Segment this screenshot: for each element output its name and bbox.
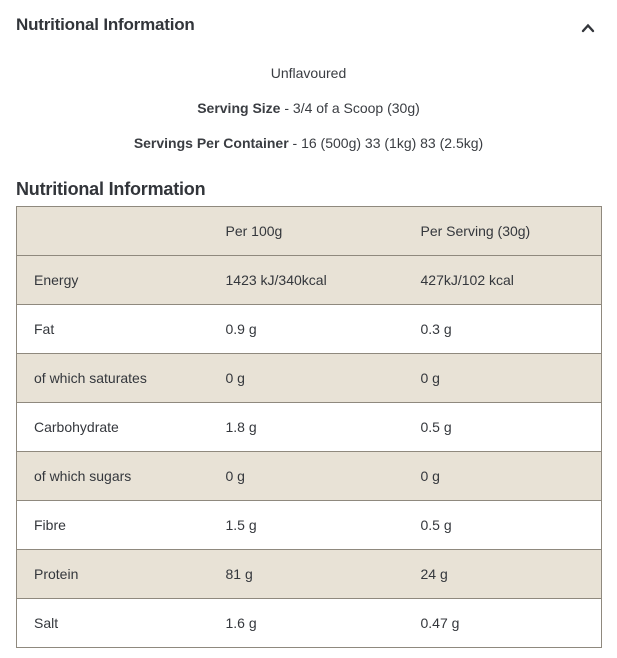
nutritional-information-accordion-header[interactable]: Nutritional Information [0,0,617,35]
row-per-100g: 0.9 g [225,304,421,354]
table-row-fibre: Fibre 1.5 g 0.5 g [16,500,602,550]
row-label: Carbohydrate [16,402,226,452]
row-label: Salt [16,598,226,648]
table-row-sugars: of which sugars 0 g 0 g [16,451,602,501]
row-per-serving: 0.3 g [420,304,602,354]
row-per-100g: 1.6 g [225,598,421,648]
table-row-saturates: of which saturates 0 g 0 g [16,353,602,403]
row-per-serving: 0 g [420,451,602,501]
row-per-serving: 0.5 g [420,402,602,452]
serving-size-value: - 3/4 of a Scoop (30g) [280,100,420,116]
row-per-100g: 1423 kJ/340kcal [225,255,421,305]
row-per-serving: 0 g [420,353,602,403]
row-label: Energy [16,255,226,305]
nutrition-table-title: Nutritional Information [16,179,206,199]
chevron-up-icon[interactable] [581,20,595,33]
row-label: of which saturates [16,353,226,403]
row-per-100g: 0 g [225,451,421,501]
row-per-100g: 1.5 g [225,500,421,550]
row-per-100g: 0 g [225,353,421,403]
row-per-serving: 0.47 g [420,598,602,648]
column-header-blank [16,206,226,256]
serving-size-text: Serving Size - 3/4 of a Scoop (30g) [0,101,617,115]
table-row-protein: Protein 81 g 24 g [16,549,602,599]
table-row-fat: Fat 0.9 g 0.3 g [16,304,602,354]
accordion-title: Nutritional Information [16,15,195,34]
column-header-per-100g: Per 100g [225,206,421,256]
row-label: Fat [16,304,226,354]
serving-size-label: Serving Size [197,100,281,116]
row-per-serving: 24 g [420,549,602,599]
flavour-value: Unflavoured [270,65,347,81]
servings-per-container-text: Servings Per Container - 16 (500g) 33 (1… [0,136,617,150]
row-label: Fibre [16,500,226,550]
row-per-serving: 0.5 g [420,500,602,550]
servings-per-container-value: - 16 (500g) 33 (1kg) 83 (2.5kg) [288,135,484,151]
row-per-100g: 81 g [225,549,421,599]
table-row-salt: Salt 1.6 g 0.47 g [16,598,602,648]
row-per-100g: 1.8 g [225,402,421,452]
row-label: of which sugars [16,451,226,501]
row-label: Protein [16,549,226,599]
flavour-text: Unflavoured [0,66,617,80]
table-header-row: Per 100g Per Serving (30g) [16,206,602,256]
table-row-energy: Energy 1423 kJ/340kcal 427kJ/102 kcal [16,255,602,305]
table-row-carbohydrate: Carbohydrate 1.8 g 0.5 g [16,402,602,452]
servings-per-container-label: Servings Per Container [133,135,289,151]
row-per-serving: 427kJ/102 kcal [420,255,602,305]
column-header-per-serving: Per Serving (30g) [420,206,602,256]
serving-info-block: Unflavoured Serving Size - 3/4 of a Scoo… [0,66,617,150]
nutrition-table: Per 100g Per Serving (30g) Energy 1423 k… [16,206,602,648]
